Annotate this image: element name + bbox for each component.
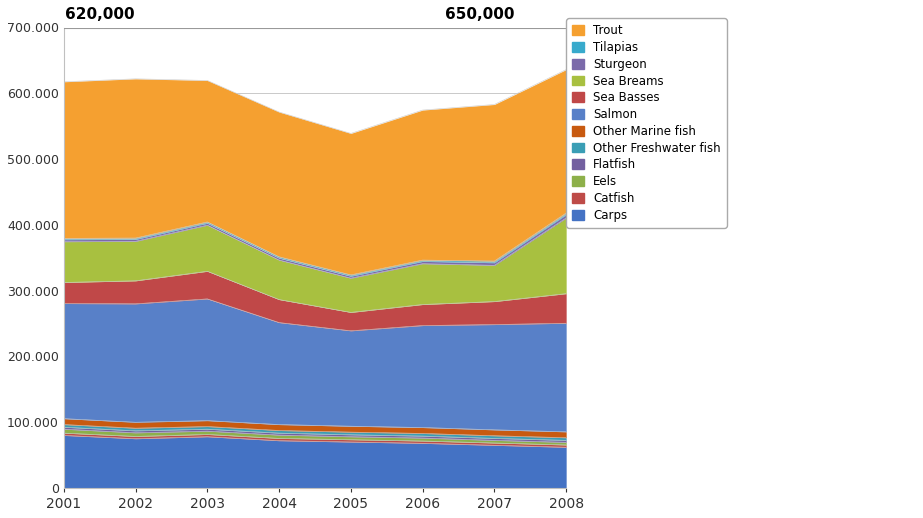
- Text: 620,000: 620,000: [65, 7, 135, 22]
- Text: 650,000: 650,000: [445, 7, 515, 22]
- Legend: Trout, Tilapias, Sturgeon, Sea Breams, Sea Basses, Salmon, Other Marine fish, Ot: Trout, Tilapias, Sturgeon, Sea Breams, S…: [566, 18, 726, 227]
